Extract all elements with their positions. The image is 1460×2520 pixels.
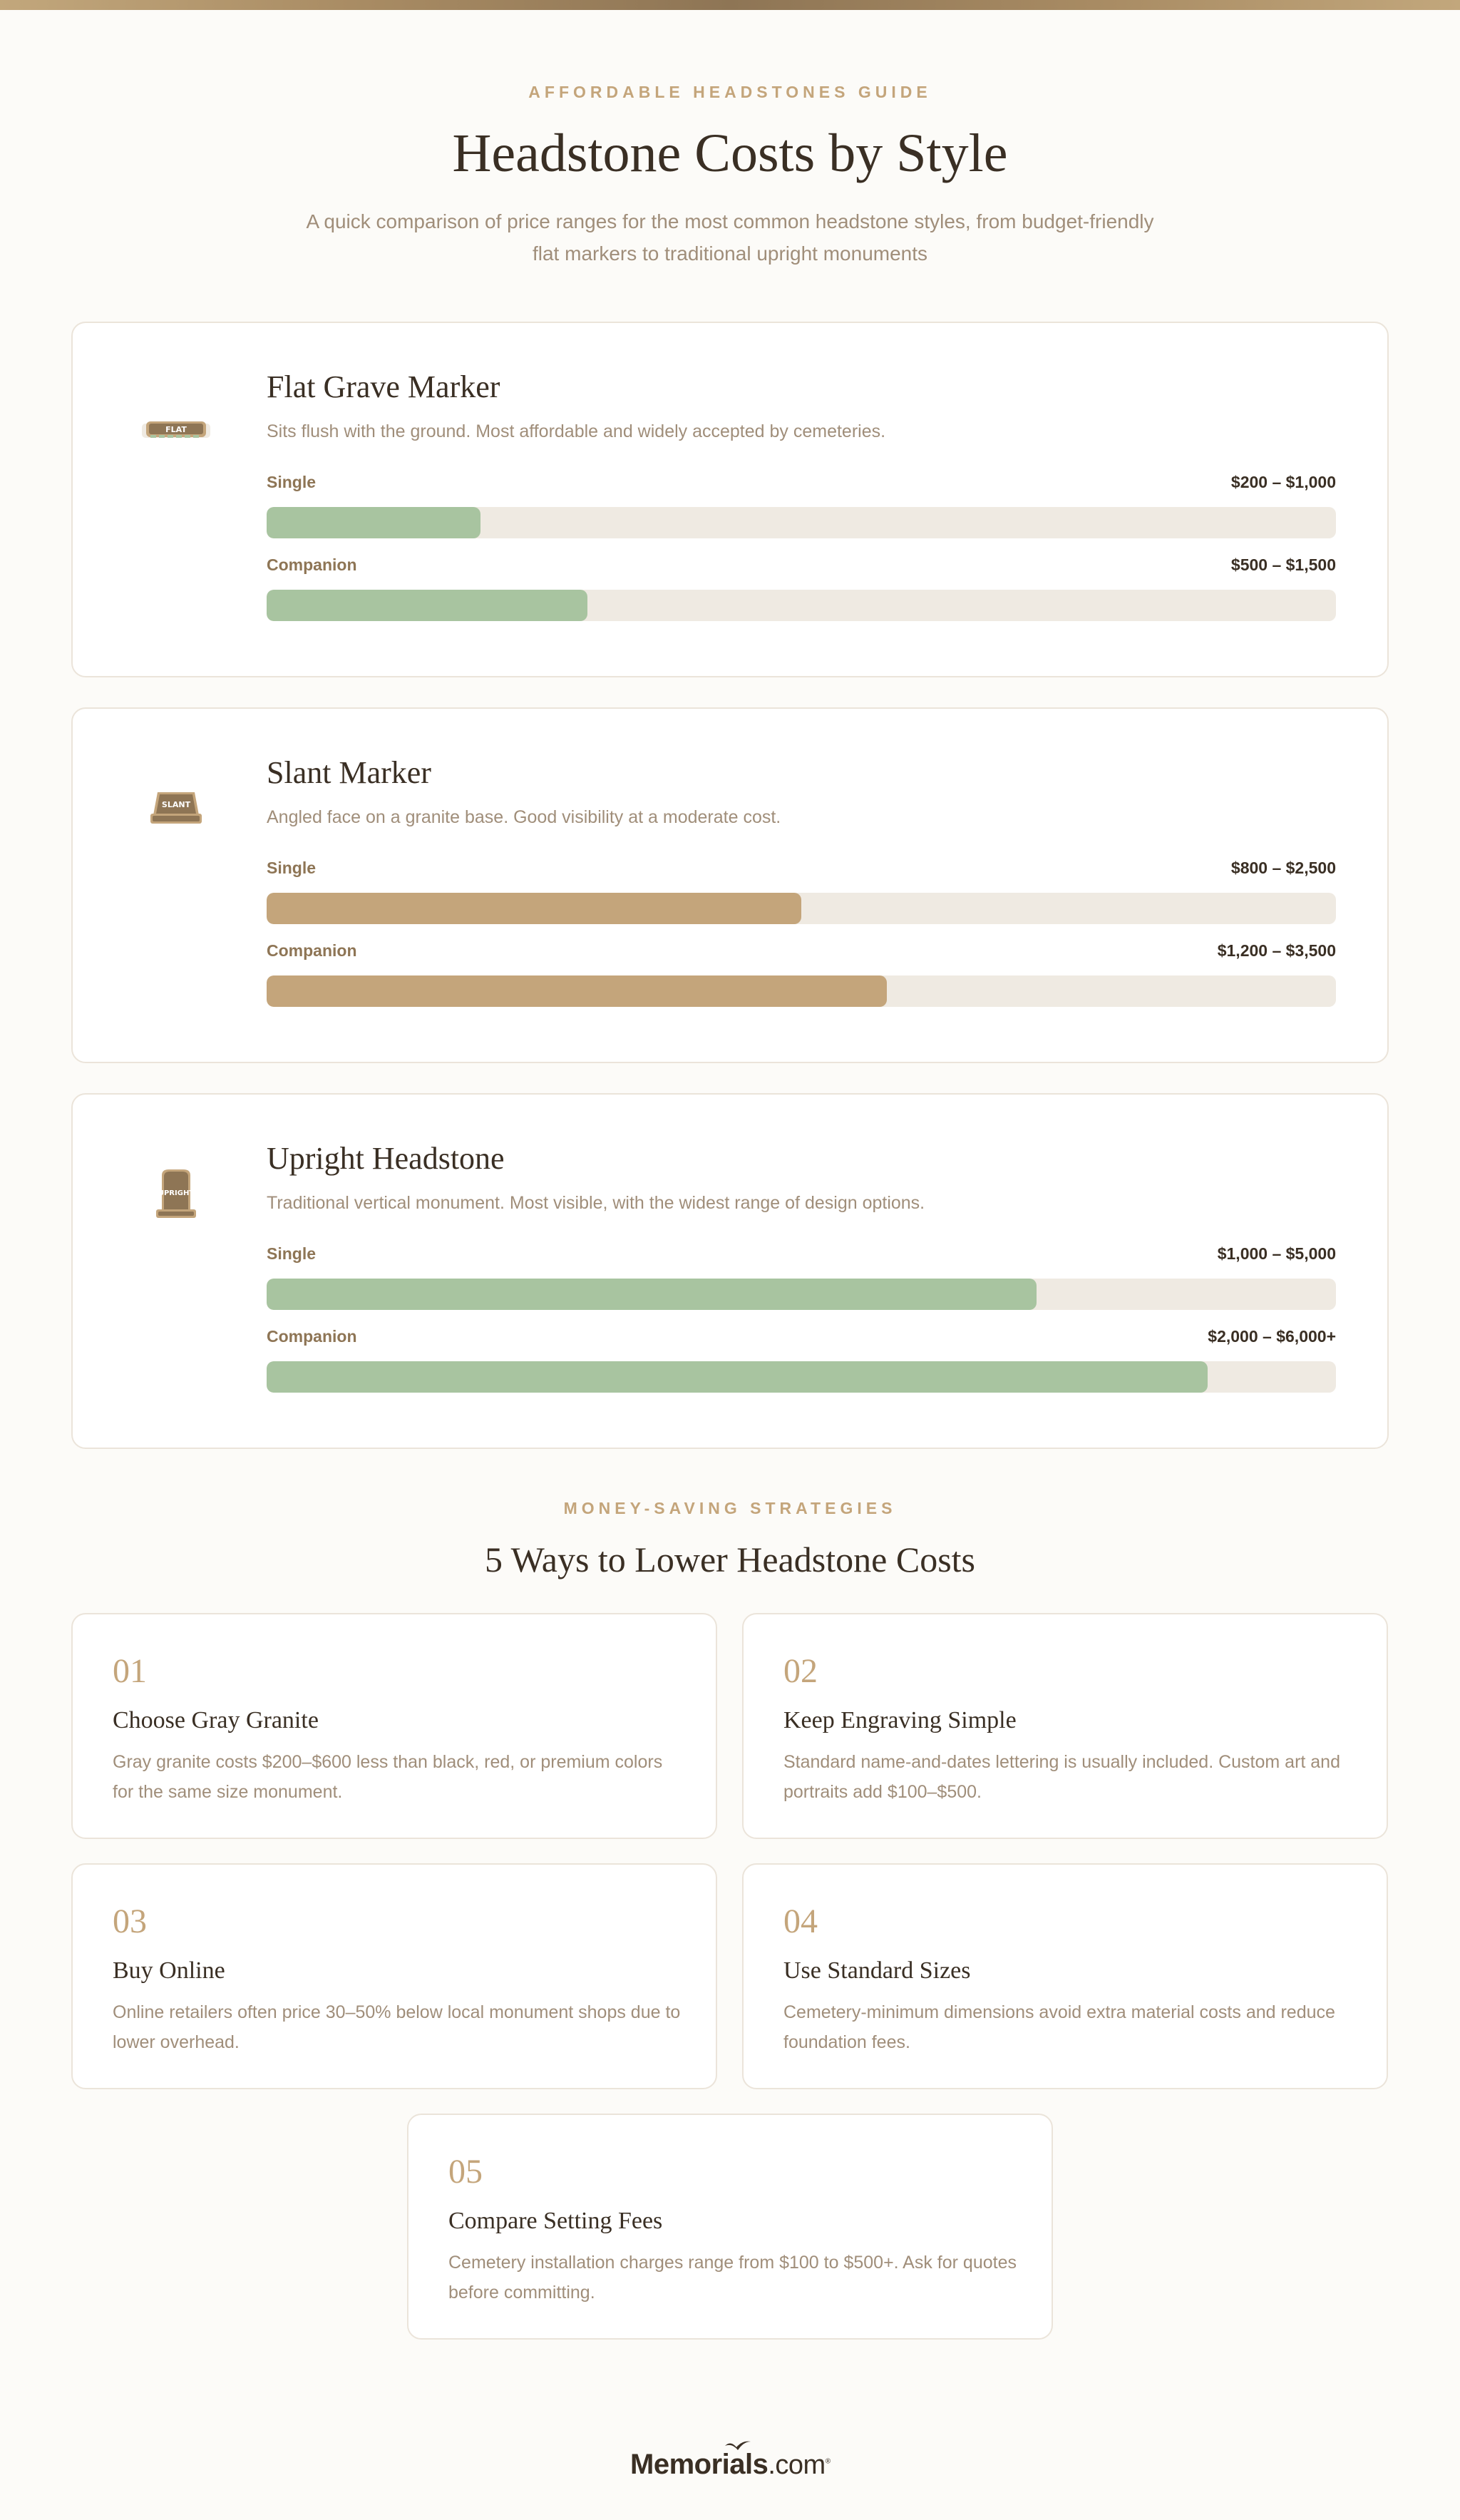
bird-icon bbox=[725, 2441, 751, 2450]
row-label-single: Single bbox=[267, 1244, 317, 1263]
svg-text:FLAT: FLAT bbox=[165, 425, 187, 434]
style-card-upright: UPRIGHT Upright Headstone Traditional ve… bbox=[71, 1093, 1389, 1449]
row-label-companion: Companion bbox=[267, 555, 357, 574]
top-accent-bar bbox=[0, 0, 1460, 10]
logo-suffix-text: .com bbox=[768, 2450, 826, 2480]
slant-marker-icon: SLANT bbox=[137, 769, 215, 847]
tip-title: Choose Gray Granite bbox=[113, 1707, 319, 1733]
style-description: Sits flush with the ground. Most afforda… bbox=[267, 421, 886, 441]
page-subtitle: A quick comparison of price ranges for t… bbox=[302, 205, 1158, 270]
page-title: Headstone Costs by Style bbox=[452, 123, 1008, 183]
price-bar-fill bbox=[267, 590, 587, 621]
tip-card: 04 Use Standard Sizes Cemetery-minimum d… bbox=[742, 1863, 1388, 2089]
upright-headstone-icon: UPRIGHT bbox=[137, 1154, 215, 1233]
tips-eyebrow: MONEY-SAVING STRATEGIES bbox=[563, 1499, 897, 1517]
tip-description: Online retailers often price 30–50% belo… bbox=[113, 2002, 681, 2052]
tip-title: Use Standard Sizes bbox=[783, 1957, 971, 1984]
tip-description: Cemetery installation charges range from… bbox=[448, 2253, 1017, 2303]
guide-eyebrow: AFFORDABLE HEADSTONES GUIDE bbox=[528, 83, 932, 101]
style-description: Traditional vertical monument. Most visi… bbox=[267, 1193, 925, 1213]
price-bar-fill bbox=[267, 975, 887, 1007]
price-bar-track bbox=[267, 1361, 1336, 1393]
tip-card: 02 Keep Engraving Simple Standard name-a… bbox=[742, 1613, 1388, 1839]
row-label-companion: Companion bbox=[267, 941, 357, 960]
tip-title: Buy Online bbox=[113, 1957, 225, 1984]
price-bar-track bbox=[267, 1279, 1336, 1310]
price-bar-fill bbox=[267, 893, 801, 924]
svg-text:SLANT: SLANT bbox=[162, 800, 191, 809]
price-range-companion: $1,200 – $3,500 bbox=[1217, 941, 1336, 960]
price-range-companion: $2,000 – $6,000+ bbox=[1208, 1327, 1336, 1346]
registered-mark: ® bbox=[825, 2457, 831, 2466]
style-card-flat: FLAT Flat Grave Marker Sits flush with t… bbox=[71, 322, 1389, 677]
memorials-logo[interactable]: Memorials.com® bbox=[630, 2439, 831, 2483]
price-bar-track bbox=[267, 507, 1336, 538]
price-range-single: $200 – $1,000 bbox=[1230, 473, 1336, 491]
tip-number: 01 bbox=[113, 1652, 147, 1690]
tip-card: 01 Choose Gray Granite Gray granite cost… bbox=[71, 1613, 717, 1839]
tip-title: Compare Setting Fees bbox=[448, 2208, 663, 2234]
price-bar-track bbox=[267, 590, 1336, 621]
tip-description: Standard name-and-dates lettering is usu… bbox=[783, 1752, 1340, 1802]
row-label-single: Single bbox=[267, 859, 317, 877]
price-range-companion: $500 – $1,500 bbox=[1230, 555, 1336, 574]
tip-title: Keep Engraving Simple bbox=[783, 1707, 1017, 1733]
price-bar-track bbox=[267, 893, 1336, 924]
subtitle-line: flat markers to traditional upright monu… bbox=[532, 242, 928, 265]
tip-number: 02 bbox=[783, 1652, 818, 1690]
style-name: Slant Marker bbox=[267, 755, 431, 790]
subtitle-line: A quick comparison of price ranges for t… bbox=[306, 210, 1154, 232]
price-bar-fill bbox=[267, 507, 480, 538]
tip-number: 03 bbox=[113, 1902, 147, 1940]
price-range-single: $1,000 – $5,000 bbox=[1217, 1244, 1336, 1263]
row-label-companion: Companion bbox=[267, 1327, 357, 1346]
price-range-single: $800 – $2,500 bbox=[1230, 859, 1336, 877]
tip-card: 03 Buy Online Online retailers often pri… bbox=[71, 1863, 717, 2089]
tip-description: Cemetery-minimum dimensions avoid extra … bbox=[783, 2002, 1335, 2052]
tip-card: 05 Compare Setting Fees Cemetery install… bbox=[407, 2114, 1053, 2340]
tip-number: 05 bbox=[448, 2153, 483, 2191]
logo-main-text: Memorials bbox=[630, 2449, 768, 2480]
price-bar-fill bbox=[267, 1279, 1037, 1310]
style-card-slant: SLANT Slant Marker Angled face on a gran… bbox=[71, 707, 1389, 1063]
flat-marker-icon: FLAT bbox=[137, 391, 215, 469]
tips-title: 5 Ways to Lower Headstone Costs bbox=[484, 1540, 975, 1579]
svg-text:UPRIGHT: UPRIGHT bbox=[158, 1189, 194, 1197]
style-name: Upright Headstone bbox=[267, 1141, 505, 1176]
row-label-single: Single bbox=[267, 473, 317, 491]
style-name: Flat Grave Marker bbox=[267, 369, 500, 404]
price-bar-fill bbox=[267, 1361, 1208, 1393]
tip-description: Gray granite costs $200–$600 less than b… bbox=[113, 1752, 663, 1802]
tip-number: 04 bbox=[783, 1902, 818, 1940]
style-description: Angled face on a granite base. Good visi… bbox=[267, 807, 781, 827]
price-bar-track bbox=[267, 975, 1336, 1007]
logo-wordmark: Memorials.com® bbox=[630, 2449, 831, 2481]
